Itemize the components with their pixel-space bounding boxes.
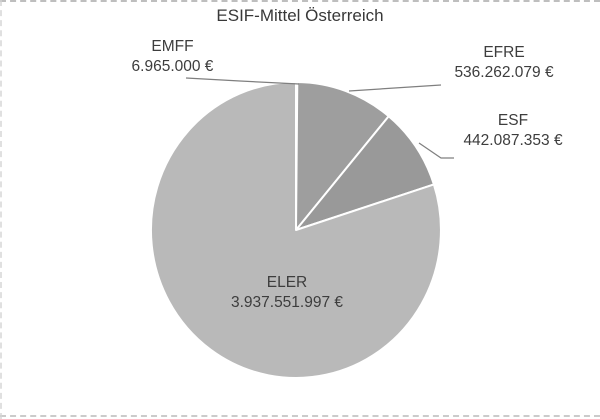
segment-name-eler: ELER xyxy=(266,274,308,291)
segment-name-efre: EFRE xyxy=(483,44,525,61)
segment-value-emff: 6.965.000 € xyxy=(131,58,214,75)
leader-line-esf xyxy=(418,142,454,159)
segment-name-emff: EMFF xyxy=(151,38,194,55)
label-eler: ELER 3.937.551.997 € xyxy=(221,273,353,313)
pie-slice-eler xyxy=(149,81,442,379)
pie-slice-esf xyxy=(295,115,435,231)
label-efre: EFRE 536.262.079 € xyxy=(443,43,565,83)
label-emff: EMFF 6.965.000 € xyxy=(110,37,235,77)
label-esf: ESF 442.087.353 € xyxy=(446,111,580,151)
leader-line-efre xyxy=(348,84,442,92)
chart-title: ESIF-Mittel Österreich xyxy=(216,6,384,25)
leader-line-emff xyxy=(185,77,300,85)
segment-value-efre: 536.262.079 € xyxy=(454,64,554,81)
segment-name-esf: ESF xyxy=(497,112,529,129)
segment-value-eler: 3.937.551.997 € xyxy=(230,294,344,311)
pie-slice-efre xyxy=(295,81,390,231)
segment-value-esf: 442.087.353 € xyxy=(463,132,563,149)
